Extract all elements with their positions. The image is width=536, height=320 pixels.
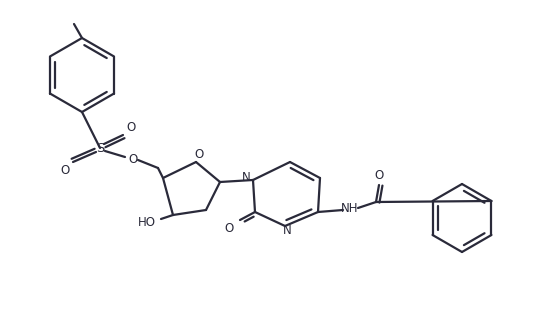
Text: NH: NH (341, 203, 359, 215)
Text: O: O (195, 148, 204, 161)
Text: O: O (374, 169, 384, 181)
Text: O: O (126, 121, 136, 133)
Text: HO: HO (138, 217, 156, 229)
Text: O: O (129, 153, 138, 165)
Text: S: S (96, 141, 104, 155)
Text: O: O (225, 221, 234, 235)
Text: O: O (61, 164, 70, 177)
Text: N: N (242, 171, 250, 183)
Text: N: N (282, 225, 292, 237)
